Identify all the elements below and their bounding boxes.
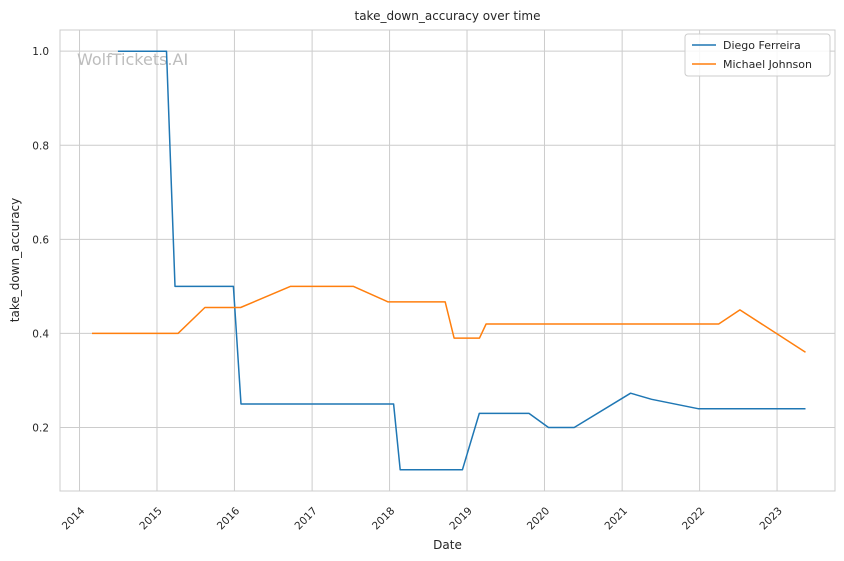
y-tick-label: 0.8: [32, 140, 49, 152]
legend-box: [684, 33, 831, 77]
series-line-michael-johnson: [92, 285, 806, 353]
y-tick-label: 0.6: [32, 234, 49, 246]
legend-label-michael-johnson: Michael Johnson: [723, 58, 812, 71]
legend-label-diego-ferreira: Diego Ferreira: [723, 39, 801, 52]
plot-frame: [59, 29, 836, 492]
y-tick-label: 1.0: [32, 46, 49, 58]
watermark: WolfTickets.AI: [77, 50, 188, 69]
y-axis-ticks: 0.2 0.4 0.6 0.8 1.0: [32, 46, 49, 434]
x-axis-label: Date: [433, 538, 462, 552]
series-line-diego-ferreira: [117, 50, 806, 471]
y-tick-label: 0.2: [32, 422, 49, 434]
series-group: [92, 50, 806, 471]
y-axis-label: take_down_accuracy: [8, 198, 22, 322]
legend: Diego Ferreira Michael Johnson: [684, 33, 831, 77]
grid: [60, 30, 835, 491]
y-tick-label: 0.4: [32, 328, 49, 340]
chart-title: take_down_accuracy over time: [355, 9, 541, 23]
